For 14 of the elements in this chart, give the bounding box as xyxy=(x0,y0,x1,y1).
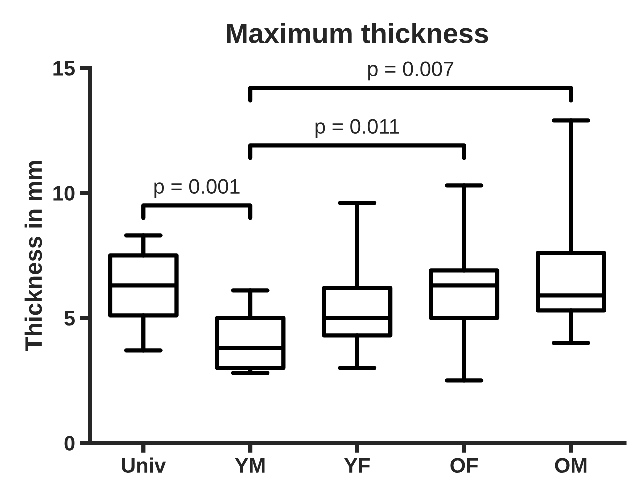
y-axis-title: Thickness in mm xyxy=(24,161,42,352)
annotation: p = 0.007 xyxy=(368,62,454,81)
x-tick-label: OF xyxy=(450,458,478,474)
x-tick-label: Univ xyxy=(122,458,166,474)
annotation: p = 0.001 xyxy=(154,179,240,198)
x-tick-label: YF xyxy=(344,458,370,473)
y-tick-label: 10 xyxy=(54,186,75,201)
y-tick-label: 0 xyxy=(64,436,75,451)
x-tick-label: OM xyxy=(555,458,587,474)
y-tick-label: 15 xyxy=(54,61,75,76)
chart-title: Maximum thickness xyxy=(227,23,488,44)
x-tick-label: YM xyxy=(235,458,265,473)
y-tick-label: 5 xyxy=(64,311,75,326)
annotation: p = 0.011 xyxy=(316,119,400,138)
